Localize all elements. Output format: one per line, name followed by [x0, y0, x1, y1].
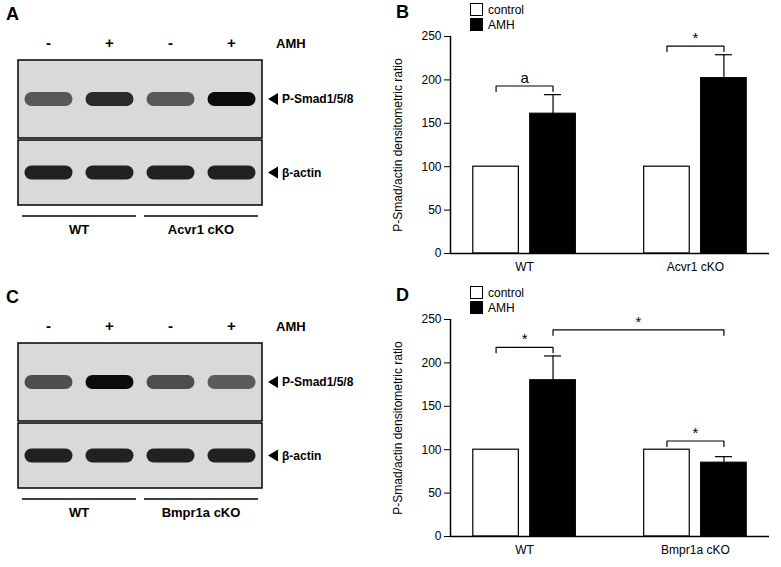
html-text:AMH: AMH — [488, 301, 515, 315]
svg-text:P-Smad/actin densitometric rat: P-Smad/actin densitometric ratio — [391, 58, 405, 232]
svg-text:0: 0 — [435, 246, 442, 260]
svg-text:P-Smad1/5/8: P-Smad1/5/8 — [282, 375, 354, 389]
svg-text:WT: WT — [69, 222, 89, 237]
svg-text:P-Smad/actin densitometric rat: P-Smad/actin densitometric ratio — [391, 341, 405, 515]
svg-text:Acvr1 cKO: Acvr1 cKO — [168, 222, 234, 237]
svg-text:Bmpr1a cKO: Bmpr1a cKO — [162, 505, 241, 520]
svg-text:150: 150 — [421, 399, 441, 413]
svg-text:250: 250 — [421, 312, 441, 326]
svg-text:50: 50 — [428, 486, 442, 500]
svg-text:+: + — [105, 317, 114, 334]
html-text:control: control — [488, 286, 524, 300]
svg-text:200: 200 — [421, 356, 441, 370]
svg-text:-: - — [46, 317, 51, 334]
svg-text:-: - — [168, 34, 173, 51]
svg-text:+: + — [227, 34, 236, 51]
svg-text:Bmpr1a cKO: Bmpr1a cKO — [661, 543, 730, 557]
svg-text:WT: WT — [515, 260, 534, 274]
svg-text:A: A — [6, 4, 19, 24]
svg-text:-: - — [168, 317, 173, 334]
svg-text:C: C — [6, 287, 19, 307]
svg-text:+: + — [227, 317, 236, 334]
svg-text:WT: WT — [515, 543, 534, 557]
svg-text:50: 50 — [428, 203, 442, 217]
svg-text:200: 200 — [421, 73, 441, 87]
svg-text:β-actin: β-actin — [282, 166, 321, 180]
svg-text:AMH: AMH — [276, 36, 306, 51]
html-text:D: D — [396, 285, 409, 305]
svg-text:250: 250 — [421, 29, 441, 43]
svg-text:100: 100 — [421, 443, 441, 457]
html-text:AMH: AMH — [488, 18, 515, 32]
svg-text:P-Smad1/5/8: P-Smad1/5/8 — [282, 92, 354, 106]
html-text:B: B — [396, 2, 409, 22]
svg-text:AMH: AMH — [276, 319, 306, 334]
svg-text:+: + — [105, 34, 114, 51]
svg-text:a: a — [520, 69, 529, 86]
svg-text:150: 150 — [421, 116, 441, 130]
svg-text:-: - — [46, 34, 51, 51]
svg-text:*: * — [636, 313, 642, 330]
svg-text:100: 100 — [421, 160, 441, 174]
svg-text:0: 0 — [435, 529, 442, 543]
svg-text:WT: WT — [69, 505, 89, 520]
svg-text:*: * — [693, 29, 699, 46]
svg-text:*: * — [522, 330, 528, 347]
svg-text:Acvr1 cKO: Acvr1 cKO — [667, 260, 724, 274]
html-text:control: control — [488, 3, 524, 17]
svg-text:β-actin: β-actin — [282, 449, 321, 463]
svg-text:*: * — [693, 424, 699, 441]
